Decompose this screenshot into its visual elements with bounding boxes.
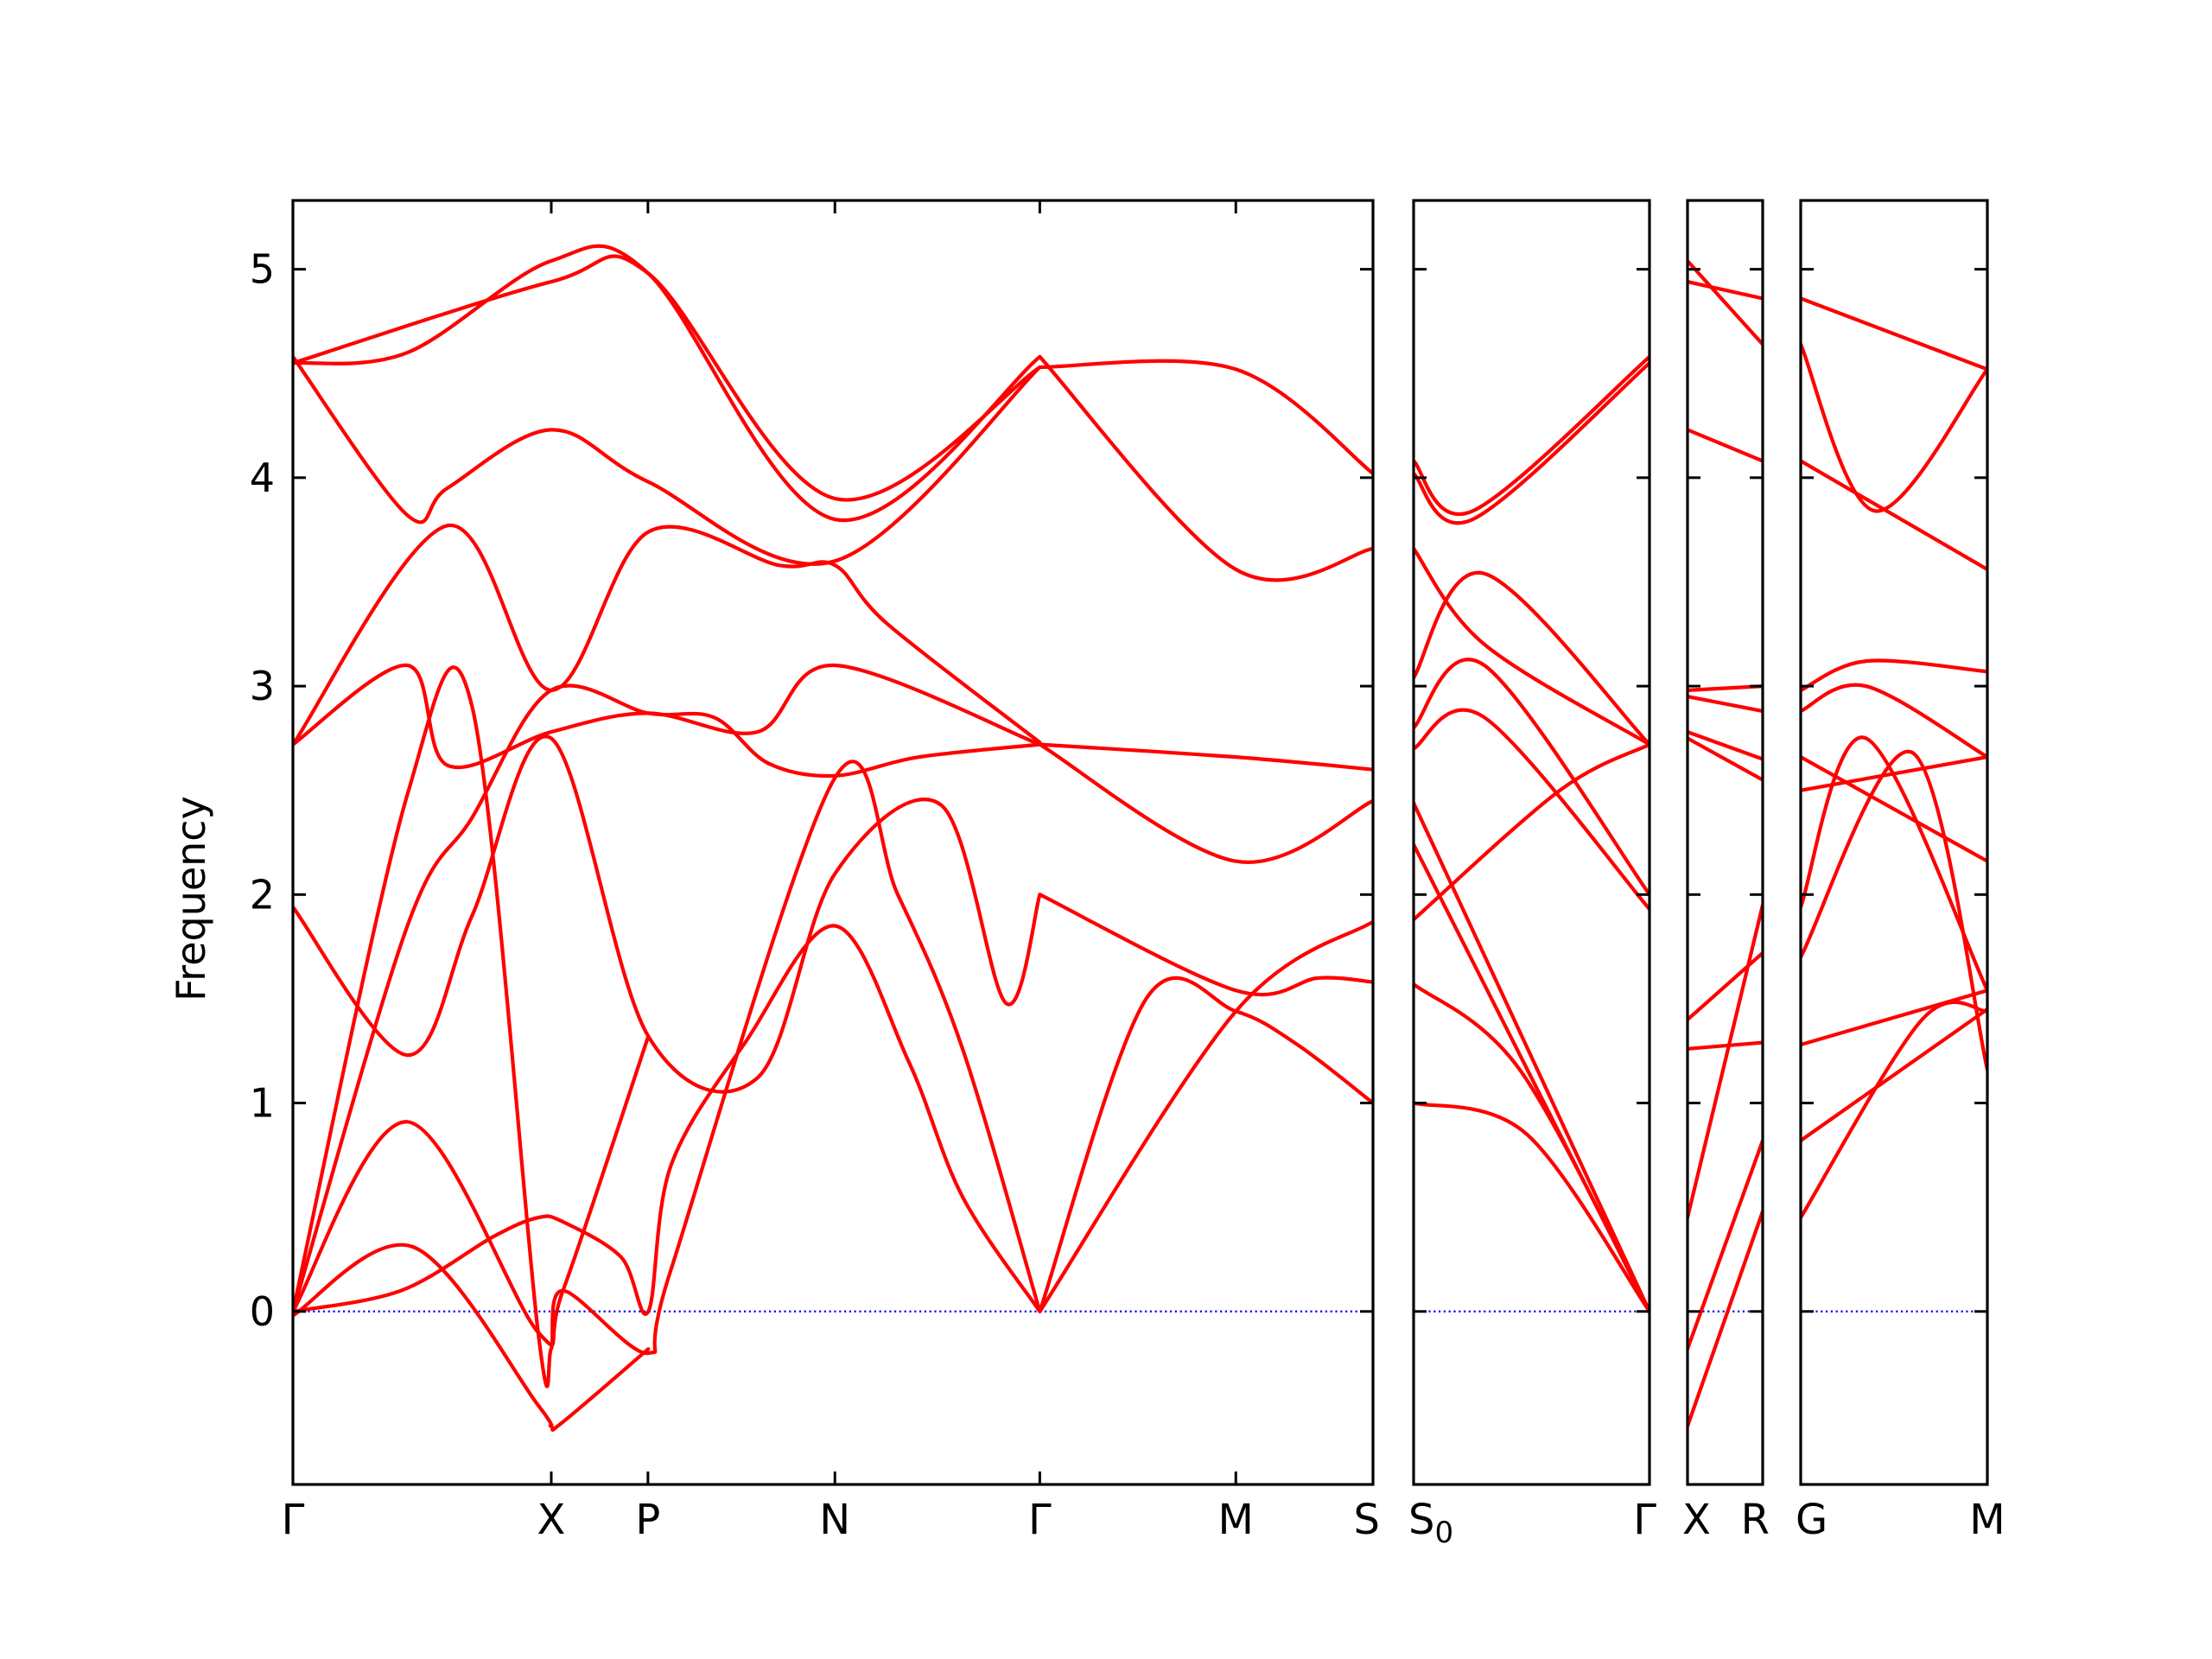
y-tick-label: 4 <box>250 454 275 501</box>
band-line <box>293 354 1042 566</box>
band-line <box>1801 342 1987 513</box>
band-line <box>293 734 1042 1094</box>
band-line <box>1688 950 1763 1022</box>
x-tick-label: Γ <box>1028 1496 1052 1544</box>
band-line <box>1038 354 1373 582</box>
band-line <box>1038 742 1373 864</box>
x-tick-label: X <box>537 1496 566 1544</box>
x-tick-label: M <box>1218 1496 1254 1544</box>
panel-frame <box>1686 199 1764 1486</box>
band-line <box>1801 459 1987 572</box>
band-line <box>1688 280 1763 301</box>
band-line <box>1688 730 1763 761</box>
band-line <box>1414 842 1649 1313</box>
band-line <box>1688 903 1763 1220</box>
band-line <box>1801 658 1987 692</box>
band-line <box>1038 359 1373 476</box>
band-line <box>1688 695 1763 714</box>
panel-frame <box>1412 199 1651 1486</box>
x-tick-label: S0 <box>1408 1496 1453 1550</box>
band-line <box>1414 354 1649 516</box>
x-tick-label: M <box>1969 1496 2005 1544</box>
band-line <box>1414 801 1649 1313</box>
x-tick-label: X <box>1682 1496 1711 1544</box>
y-tick-label: 0 <box>250 1288 275 1335</box>
band-line <box>1801 749 1987 1071</box>
band-line <box>1414 570 1649 747</box>
band-line <box>1414 982 1649 1313</box>
panel-frame <box>291 199 1375 1486</box>
band-line <box>1414 658 1649 897</box>
y-tick-label: 1 <box>250 1080 275 1127</box>
band-line <box>293 524 1042 747</box>
band-line <box>293 663 1042 770</box>
band-line <box>1688 1040 1763 1051</box>
band-line <box>1801 1000 1987 1220</box>
band-line <box>1038 919 1373 1313</box>
panel-2: S0 Γ <box>1408 199 1656 1550</box>
x-tick-label: N <box>819 1496 850 1544</box>
band-line <box>1801 755 1987 863</box>
band-line <box>1414 1101 1649 1313</box>
band-line <box>1688 1138 1763 1351</box>
band-line <box>1801 296 1987 372</box>
band-line <box>1038 742 1373 772</box>
y-tick-label: 2 <box>250 871 275 918</box>
band-line <box>1038 976 1373 1313</box>
band-line <box>1801 988 1987 1047</box>
band-line <box>1414 708 1649 912</box>
band-line <box>1038 893 1373 997</box>
x-tick-label: P <box>635 1496 660 1544</box>
band-line <box>1414 742 1649 922</box>
band-line <box>293 254 1042 502</box>
band-line <box>1801 735 1987 993</box>
x-tick-label: G <box>1796 1496 1827 1544</box>
x-tick-label: R <box>1741 1496 1770 1544</box>
y-tick-label: 3 <box>250 663 275 709</box>
x-tick-label: Γ <box>1633 1496 1656 1544</box>
band-line <box>293 1243 651 1432</box>
band-line <box>1801 683 1987 760</box>
band-line <box>1688 1209 1763 1428</box>
band-line <box>293 924 1042 1316</box>
band-line <box>293 683 1042 1313</box>
band-line <box>1801 1007 1987 1143</box>
panel-frame <box>1799 199 1989 1486</box>
y-axis-label: Frequency <box>168 796 214 1001</box>
band-line <box>1801 755 1987 792</box>
band-line <box>293 244 1042 523</box>
band-line <box>1688 736 1763 782</box>
band-line <box>1688 428 1763 463</box>
y-tick-label: 5 <box>250 246 275 293</box>
x-tick-label: S <box>1354 1496 1380 1544</box>
x-tick-label: Γ <box>282 1496 305 1544</box>
band-line <box>293 665 1042 1389</box>
band-line <box>1688 258 1763 346</box>
band-line <box>293 1034 651 1347</box>
band-line <box>1414 546 1649 747</box>
band-line <box>1414 361 1649 525</box>
